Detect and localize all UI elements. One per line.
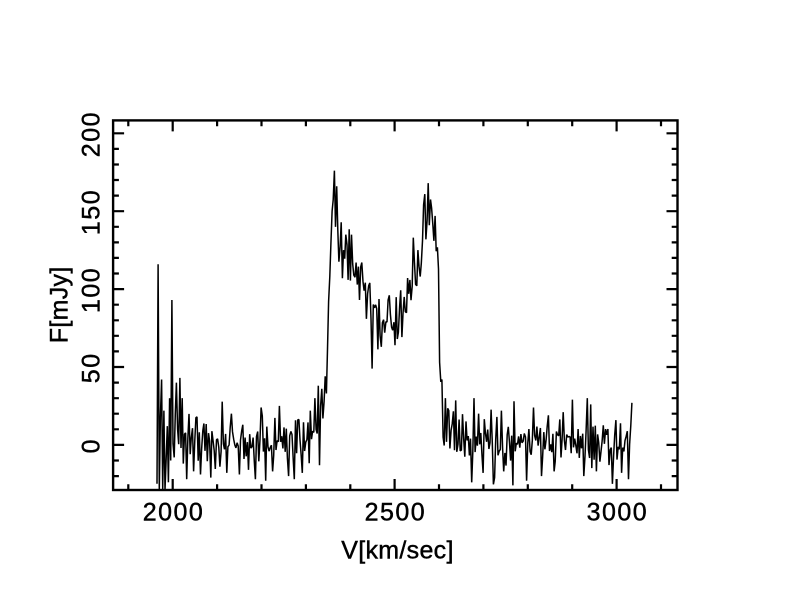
svg-text:0: 0: [78, 438, 106, 453]
svg-text:2500: 2500: [365, 499, 427, 527]
svg-text:200: 200: [78, 111, 106, 157]
svg-text:150: 150: [78, 189, 106, 235]
svg-text:F[mJy]: F[mJy]: [46, 266, 74, 343]
svg-text:50: 50: [78, 352, 106, 383]
svg-text:V[km/sec]: V[km/sec]: [341, 537, 453, 565]
svg-text:2000: 2000: [143, 499, 205, 527]
svg-text:100: 100: [78, 267, 106, 313]
svg-text:3000: 3000: [587, 499, 649, 527]
